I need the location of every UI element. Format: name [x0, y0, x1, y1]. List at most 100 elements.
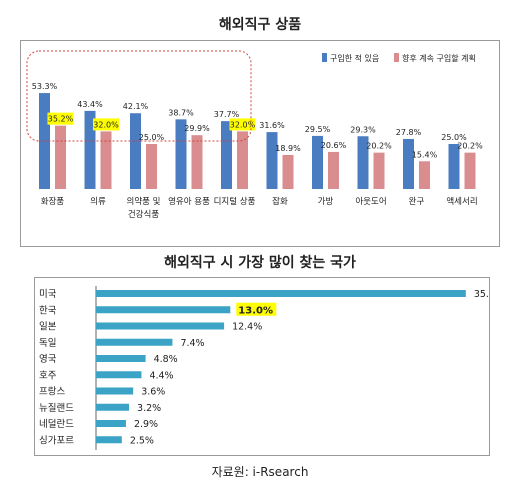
bar-plan [55, 125, 66, 189]
value-label: 25.0% [139, 133, 165, 142]
label-highlight [47, 112, 74, 125]
bar [96, 355, 146, 362]
bar [96, 322, 225, 330]
category-label: 일본 [39, 322, 57, 333]
category-label: 아웃도어 [355, 196, 386, 207]
chart1-plot: 53.3% 35.2%43.4% 32.0% 42.1% 25.0% 38.7% 29.9%… [26, 50, 483, 220]
bar-plan [328, 151, 339, 189]
value-label: 42.1% [123, 102, 149, 111]
category-label: 호주 [39, 370, 57, 381]
bar [96, 387, 134, 395]
highlight-dashed-box [26, 50, 252, 142]
bar-plan [191, 135, 203, 189]
category-label: 영국 [39, 354, 57, 365]
category-label: 의류 [90, 196, 106, 207]
chart1-panel: 53.3% 35.2% 43.4% 32.0% 42.1% 25.0% 38.7% 29.9%… [20, 40, 500, 247]
chart2-bars [96, 290, 466, 444]
value-label: 29.9% [184, 124, 210, 133]
bar-owned [357, 136, 369, 189]
category-label: 한국 [39, 305, 57, 316]
value-label: 29.3% [350, 125, 376, 134]
value-label: 7.4% [180, 338, 204, 349]
value-label: 27.8% [396, 128, 422, 137]
value-label: 38.7% [168, 108, 194, 117]
bar-owned [175, 119, 187, 189]
bar-plan [419, 161, 430, 189]
category-label: 독일 [39, 338, 56, 349]
bar-owned [403, 138, 414, 189]
bar [96, 436, 122, 444]
value-label: 12.4% [232, 322, 262, 333]
value-label: 2.5% [130, 435, 154, 446]
value-label: 29.5% [305, 125, 331, 134]
chart1-title: 해외직구 상품 [218, 17, 302, 33]
value-label: 32.0% [230, 120, 256, 129]
bar-plan [282, 154, 294, 189]
bar-owned [221, 121, 232, 189]
category-label: 네덜란드 [39, 418, 74, 430]
bar-owned [130, 113, 141, 189]
bar [96, 338, 173, 346]
chart2-value-labels: 35.8% 13.0% 12.4% 7.4%4.8% 4.4% 3.6% 3.2% 2.9% 2… [130, 289, 504, 446]
legend-swatch-plan [394, 53, 399, 62]
bar [96, 290, 466, 297]
bar [96, 306, 231, 314]
bar [96, 403, 130, 411]
category-label: 디지털 상품 [214, 196, 256, 207]
legend-swatch-owned [322, 53, 327, 62]
value-label: 20.6% [321, 141, 347, 150]
bar [96, 420, 126, 427]
label-highlight [93, 118, 119, 131]
value-label: 20.2% [366, 142, 392, 151]
value-label: 3.2% [137, 403, 161, 414]
bar [96, 371, 142, 379]
label-highlight [236, 302, 277, 316]
label-highlight [229, 118, 256, 131]
category-label: 액세서리 [446, 196, 477, 207]
category-label: 미국 [39, 289, 57, 300]
category-label: 의약품 및 [127, 196, 161, 207]
value-label: 43.4% [77, 100, 103, 109]
bar-owned [448, 144, 460, 189]
bar-plan [464, 152, 476, 189]
bar-owned [84, 110, 96, 189]
value-label: 13.0% [238, 305, 273, 316]
value-label: 15.4% [412, 150, 438, 159]
value-label: 37.7% [214, 110, 240, 119]
category-label: 프랑스 [39, 386, 65, 398]
chart1-bars [39, 93, 476, 189]
value-label: 35.2% [48, 115, 74, 124]
bar-owned [312, 135, 323, 189]
legend-label-plan: 향후 계속 구입할 계획 [402, 53, 476, 63]
category-label: 화장품 [41, 196, 65, 207]
category-label: 영유아 용품 [168, 196, 210, 207]
value-label: 18.9% [275, 144, 301, 153]
bar-plan [146, 144, 157, 189]
chart1-value-labels: 53.3% 35.2%43.4% 32.0% 42.1% 25.0% 38.7% 29.9%… [32, 82, 483, 159]
bar-plan [100, 131, 112, 189]
category-label: 싱가포르 [39, 435, 74, 446]
chart2-title: 해외직구 시 가장 많이 찾는 국가 [164, 255, 356, 271]
value-label: 31.6% [259, 121, 285, 130]
value-label: 20.2% [457, 142, 483, 151]
value-label: 2.9% [134, 419, 158, 430]
bar-owned [266, 132, 278, 189]
category-label: 뉴질랜드 [39, 402, 74, 414]
bar-plan [373, 152, 385, 189]
bar-plan [237, 131, 248, 189]
chart1-legend: 구입한 적 있음 향후 계속 구입할 계획 [322, 53, 476, 63]
value-label: 3.6% [141, 387, 165, 398]
value-label: 4.8% [154, 354, 178, 365]
legend-label-owned: 구입한 적 있음 [330, 53, 379, 63]
value-label: 4.4% [149, 370, 173, 381]
value-label: 35.8% [474, 289, 489, 300]
value-label: 53.3% [32, 82, 58, 91]
category-label: 건강식품 [128, 209, 159, 220]
source-caption: 자료원: i-Rsearch [211, 465, 309, 479]
value-label: 32.0% [93, 120, 119, 129]
value-label: 25.0% [441, 133, 467, 142]
